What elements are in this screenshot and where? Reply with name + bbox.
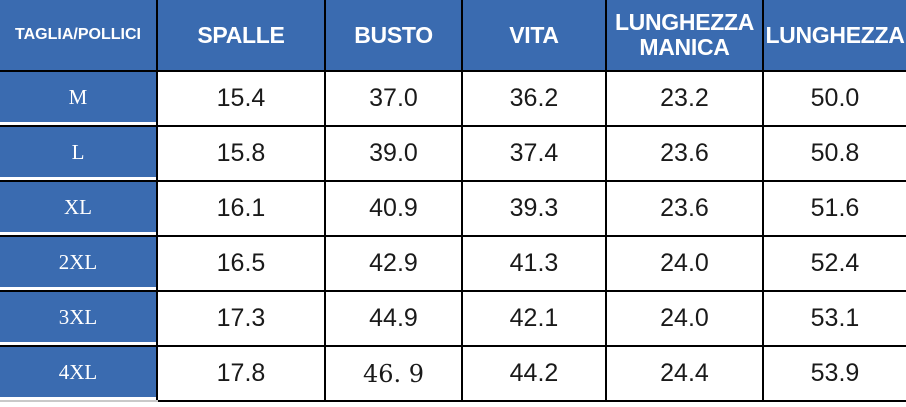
measurement-value: 50.8 (762, 125, 906, 182)
header-lunghezza-manica: LUNGHEZZA MANICA (605, 0, 764, 72)
measurement-value: 16.1 (156, 180, 326, 237)
measurement-value: 37.4 (461, 125, 607, 182)
measurement-value: 24.0 (605, 235, 764, 292)
measurement-value: 50.0 (762, 70, 906, 127)
measurement-value: 39.0 (324, 125, 463, 182)
measurement-value: 15.8 (156, 125, 326, 182)
measurement-value: 51.6 (762, 180, 906, 237)
measurement-value: 44.2 (461, 345, 607, 402)
size-label-cell: 3XL (0, 290, 158, 347)
measurement-value: 36.2 (461, 70, 607, 127)
measurement-value: 17.3 (156, 290, 326, 347)
size-table-body: M 15.4 37.0 36.2 23.2 50.0 L 15.8 39.0 37.4 23.6 50… (0, 70, 906, 402)
measurement-value: 39.3 (461, 180, 607, 237)
header-taglia-pollici: TAGLIA/POLLICI (0, 0, 158, 72)
measurement-value: 24.4 (605, 345, 764, 402)
header-spalle: SPALLE (156, 0, 326, 72)
measurement-value: 46. 9 (324, 345, 463, 402)
header-row: TAGLIA/POLLICI SPALLE BUSTO VITA LUNGHEZ… (0, 0, 906, 72)
size-label-cell: L (0, 125, 158, 182)
measurement-value: 44.9 (324, 290, 463, 347)
measurement-value: 53.1 (762, 290, 906, 347)
table-row: L 15.8 39.0 37.4 23.6 50.8 (0, 125, 906, 182)
header-vita: VITA (461, 0, 607, 72)
header-busto: BUSTO (324, 0, 463, 72)
size-label-cell: XL (0, 180, 158, 237)
size-label-cell: 2XL (0, 235, 158, 292)
size-label: XL (0, 183, 155, 232)
measurement-value: 23.2 (605, 70, 764, 127)
measurement-value: 16.5 (156, 235, 326, 292)
size-label-cell: M (0, 70, 158, 127)
measurement-value: 40.9 (324, 180, 463, 237)
table-row: XL 16.1 40.9 39.3 23.6 51.6 (0, 180, 906, 237)
measurement-value: 53.9 (762, 345, 906, 402)
measurement-value: 17.8 (156, 345, 326, 402)
measurement-value: 52.4 (762, 235, 906, 292)
size-label: 3XL (0, 293, 155, 342)
measurement-value: 23.6 (605, 125, 764, 182)
measurement-value: 42.9 (324, 235, 463, 292)
size-label: 4XL (0, 348, 155, 397)
table-row: 3XL 17.3 44.9 42.1 24.0 53.1 (0, 290, 906, 347)
measurement-value: 15.4 (156, 70, 326, 127)
table-row: 4XL 17.8 46. 9 44.2 24.4 53.9 (0, 345, 906, 402)
measurement-value: 37.0 (324, 70, 463, 127)
header-lunghezza: LUNGHEZZA (762, 0, 906, 72)
size-label-cell: 4XL (0, 345, 158, 402)
table-row: 2XL 16.5 42.9 41.3 24.0 52.4 (0, 235, 906, 292)
size-label: 2XL (0, 238, 155, 287)
measurement-value: 23.6 (605, 180, 764, 237)
measurement-value: 42.1 (461, 290, 607, 347)
size-label: M (0, 73, 155, 122)
size-label: L (0, 128, 155, 177)
measurement-value: 41.3 (461, 235, 607, 292)
table-row: M 15.4 37.0 36.2 23.2 50.0 (0, 70, 906, 127)
measurement-value: 24.0 (605, 290, 764, 347)
